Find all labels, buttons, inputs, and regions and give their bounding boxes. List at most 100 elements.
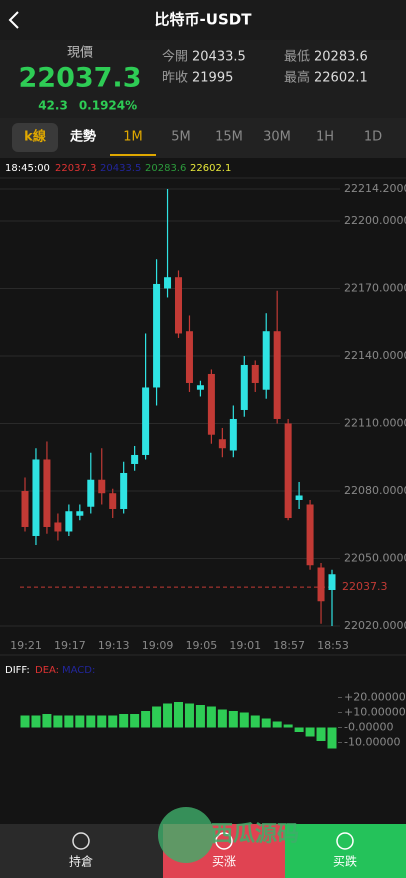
footer-label: 买涨 xyxy=(212,854,236,869)
icon xyxy=(215,832,233,850)
macd-bar xyxy=(130,714,140,728)
hold-button[interactable] xyxy=(0,824,163,878)
candle-body xyxy=(76,511,84,516)
macd-bar xyxy=(305,727,315,737)
candle-body xyxy=(120,472,128,509)
candle-body xyxy=(87,479,95,507)
x-tick-label: 19:13 xyxy=(98,639,130,652)
macd-label: DIFF: xyxy=(5,665,30,676)
candle-body xyxy=(251,364,259,383)
x-tick-label: 18:57 xyxy=(273,639,305,652)
candle-body xyxy=(54,522,62,532)
tab[interactable]: k線 xyxy=(24,129,47,145)
tab[interactable]: 1M xyxy=(123,130,143,145)
change-pct: 0.1924% xyxy=(79,99,137,113)
footer-label: 买跌 xyxy=(333,854,357,869)
y-tick-label: +10.00000 xyxy=(344,706,406,719)
y-tick-label: 22140.0000 xyxy=(344,349,406,362)
macd-label: MACD: xyxy=(62,665,95,676)
y-tick-label: -10.00000 xyxy=(344,736,400,749)
candle-body xyxy=(65,511,73,532)
tab[interactable]: 5M xyxy=(171,130,191,145)
tab[interactable]: 1D xyxy=(364,130,382,145)
tab[interactable]: 1H xyxy=(316,130,334,145)
macd-bar xyxy=(184,703,194,728)
candle-body xyxy=(142,387,150,455)
stat-value: 20433.5 xyxy=(192,50,246,65)
macd-bar xyxy=(195,705,205,728)
candle-body xyxy=(43,459,51,527)
stat-value: 22602.1 xyxy=(314,71,368,86)
macd-bar xyxy=(250,715,260,728)
macd-bar xyxy=(206,706,216,728)
macd-label: DEA: xyxy=(35,665,59,676)
candle-body xyxy=(185,331,193,383)
candle-body xyxy=(109,493,117,509)
macd-bar xyxy=(174,702,183,728)
x-tick-label: 19:01 xyxy=(229,639,261,652)
candle-body xyxy=(273,331,281,419)
icon xyxy=(72,832,90,850)
candle-body xyxy=(164,277,172,289)
stat-value: 21995 xyxy=(192,71,233,86)
buy-down-button[interactable] xyxy=(285,824,406,878)
candle-body xyxy=(218,439,226,449)
macd-bar xyxy=(152,706,162,728)
tab-bar xyxy=(0,118,406,158)
macd-bar xyxy=(108,715,118,728)
macd-bar xyxy=(239,712,249,728)
y-tick-label: 22214.2000 xyxy=(344,182,406,195)
macd-bar xyxy=(217,709,227,728)
top-bar xyxy=(0,0,406,40)
stat-value: 20283.6 xyxy=(314,50,368,65)
y-tick-label: 22110.0000 xyxy=(344,416,406,429)
macd-bar xyxy=(141,711,151,728)
footer-label: 持倉 xyxy=(69,854,93,869)
watermark: 西瓜源码 xyxy=(211,822,299,847)
tab[interactable]: 走勢 xyxy=(70,129,96,145)
macd-bar xyxy=(283,724,293,728)
macd-bar xyxy=(86,715,96,728)
candle-body xyxy=(32,459,40,536)
candle-body xyxy=(295,495,303,500)
stat-label: 最高 xyxy=(284,70,310,86)
macd-bar xyxy=(163,703,173,728)
y-tick-label: 22200.0000 xyxy=(344,214,406,227)
tab[interactable]: 15M xyxy=(215,130,243,145)
candle-body xyxy=(306,504,314,566)
macd-bar xyxy=(228,711,238,728)
legend-ma: 22602.1 xyxy=(190,163,231,174)
candle-body xyxy=(196,385,204,390)
y-tick-label: +20.00000 xyxy=(344,691,406,704)
icon xyxy=(336,832,354,850)
back-button[interactable] xyxy=(8,11,19,29)
candle-body xyxy=(284,423,292,518)
x-tick-label: 19:17 xyxy=(54,639,86,652)
candle-body xyxy=(317,567,325,602)
x-tick-label: 19:21 xyxy=(10,639,42,652)
candle-body xyxy=(21,490,29,527)
candle-body xyxy=(175,277,182,334)
y-tick-label: 22050.0000 xyxy=(344,551,406,564)
x-tick-label: 19:05 xyxy=(186,639,218,652)
last-price-label: 22037.3 xyxy=(342,580,388,593)
y-tick-label: 22170.0000 xyxy=(344,281,406,294)
macd-bar xyxy=(327,727,337,749)
candle-body xyxy=(131,454,139,464)
candle-body xyxy=(207,373,215,435)
legend-ma: 22037.3 xyxy=(55,163,96,174)
macd-bar xyxy=(31,715,41,728)
tab[interactable]: 30M xyxy=(263,130,291,145)
macd-bar xyxy=(20,715,30,728)
macd-bar xyxy=(64,715,74,728)
tab-bg xyxy=(12,123,58,152)
y-tick-label: 22020.0000 xyxy=(344,619,406,632)
macd-bar xyxy=(97,715,107,728)
candle-body xyxy=(153,283,161,388)
macd-bar xyxy=(53,715,63,728)
macd-bar xyxy=(42,714,52,728)
x-tick-label: 19:09 xyxy=(142,639,174,652)
title: 比特币-USDT xyxy=(155,11,253,29)
change: 42.3 xyxy=(38,99,68,113)
